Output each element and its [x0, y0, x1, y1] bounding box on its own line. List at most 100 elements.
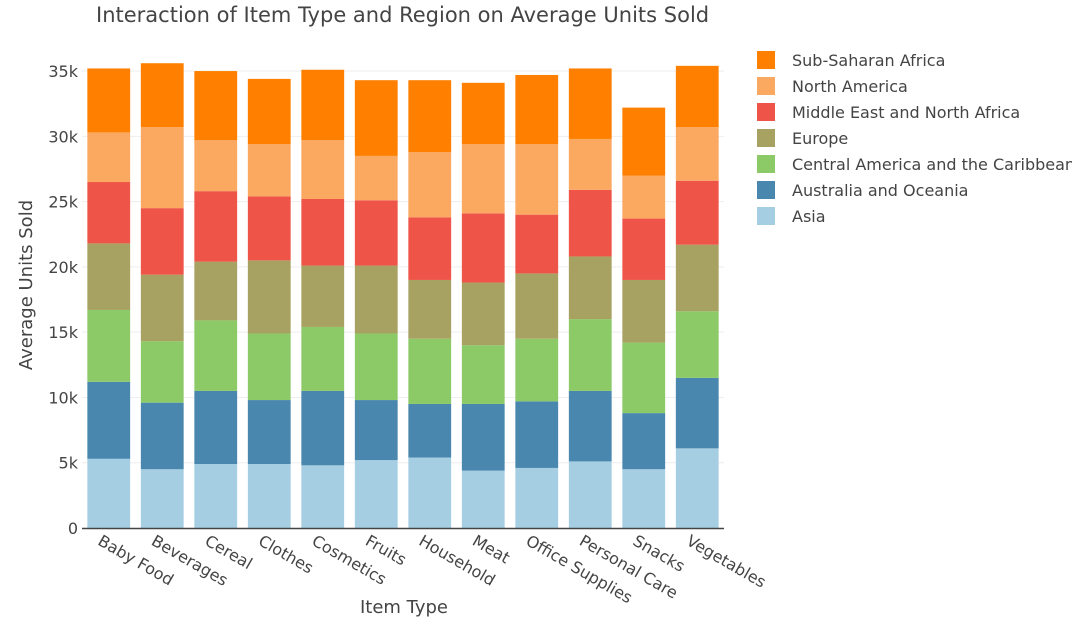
y-axis-ticks: 0 5k 10k 15k 20k 25k 30k 35k — [48, 62, 78, 538]
bar-segment — [675, 448, 719, 528]
legend-label: Middle East and North Africa — [792, 103, 1020, 122]
bar-segment — [515, 338, 559, 402]
bar-segment — [461, 403, 505, 471]
bar-segment — [675, 377, 719, 449]
bar-segment — [568, 390, 612, 462]
bar-segment — [408, 279, 452, 339]
bar-segment — [675, 180, 719, 245]
bar-segment — [140, 63, 184, 128]
bar-segment — [622, 107, 666, 176]
bar-segment — [515, 401, 559, 468]
bar-segment — [247, 464, 291, 528]
legend-label: Australia and Oceania — [792, 181, 968, 200]
bar-segment — [568, 189, 612, 257]
bar-segment — [87, 309, 131, 382]
legend-swatch — [757, 77, 775, 95]
bar-segment — [408, 217, 452, 280]
bar-segment — [87, 243, 131, 310]
bar-segment — [140, 341, 184, 403]
bar-segment — [408, 152, 452, 218]
bar-segment — [140, 127, 184, 209]
bar-segment — [622, 342, 666, 414]
bar-segment — [515, 214, 559, 274]
bar-segment — [140, 402, 184, 470]
legend-swatch — [757, 129, 775, 147]
bar-segment — [568, 138, 612, 190]
gridlines — [82, 70, 724, 464]
legend-swatch — [757, 207, 775, 225]
bar-segment — [87, 68, 131, 133]
bar-segment — [140, 208, 184, 275]
bar-segment — [301, 199, 345, 266]
bar-segment — [515, 74, 559, 145]
y-tick-label: 5k — [59, 454, 79, 473]
bar-segment — [515, 467, 559, 528]
legend: Sub-Saharan Africa North America Middle Ea… — [757, 51, 1072, 226]
bar-segment — [301, 390, 345, 466]
bar-segment — [354, 400, 398, 461]
bar-segment — [622, 218, 666, 280]
bar-segment — [301, 69, 345, 141]
legend-swatch — [757, 103, 775, 121]
bar-segment — [568, 256, 612, 320]
y-tick-label: 0 — [68, 519, 78, 538]
bar-segment — [247, 78, 291, 145]
legend-swatch — [757, 181, 775, 199]
legend-swatch — [757, 51, 775, 69]
bar-segment — [87, 132, 131, 183]
bar-segment — [247, 260, 291, 334]
bar-segment — [87, 458, 131, 528]
bar-segment — [354, 200, 398, 266]
bar-segment — [675, 311, 719, 378]
bar-segment — [87, 182, 131, 244]
bar-segment — [194, 71, 238, 141]
bar-segment — [622, 279, 666, 343]
bar-segment — [247, 333, 291, 401]
bar-segment — [408, 338, 452, 404]
bar-segment — [354, 155, 398, 201]
bar-segment — [568, 461, 612, 528]
bar-segment — [622, 413, 666, 470]
bar-segment — [408, 457, 452, 528]
legend-swatch — [757, 155, 775, 173]
bar-segment — [515, 144, 559, 215]
bar-segment — [568, 319, 612, 391]
bar-segment — [461, 282, 505, 346]
bar-segment — [568, 68, 612, 139]
bar-segment — [301, 265, 345, 327]
y-tick-label: 10k — [48, 388, 78, 407]
y-tick-label: 25k — [48, 193, 78, 212]
bar-segment — [515, 273, 559, 339]
legend-label: Asia — [792, 207, 826, 226]
bar-segment — [675, 244, 719, 312]
bar-segment — [354, 265, 398, 334]
y-tick-label: 20k — [48, 258, 78, 277]
bar-segment — [408, 403, 452, 458]
bar-segment — [354, 333, 398, 401]
legend-label: Central America and the Caribbean — [792, 155, 1072, 174]
bar-segment — [247, 144, 291, 197]
bar-segment — [247, 400, 291, 465]
chart-title: Interaction of Item Type and Region on A… — [96, 3, 709, 27]
bar-segment — [140, 274, 184, 342]
bar-segment — [461, 470, 505, 528]
bar-segment — [675, 65, 719, 128]
bar-segment — [408, 80, 452, 152]
y-axis-title: Average Units Sold — [16, 200, 37, 370]
bar-segment — [354, 460, 398, 528]
bar-segment — [247, 196, 291, 261]
legend-label: North America — [792, 77, 908, 96]
bar-segment — [194, 261, 238, 321]
y-tick-label: 15k — [48, 323, 78, 342]
bar-segment — [354, 80, 398, 156]
bar-segment — [461, 82, 505, 145]
bar-segment — [461, 213, 505, 283]
bar-segment — [461, 345, 505, 404]
bar-segment — [87, 381, 131, 459]
bar-segment — [194, 140, 238, 192]
bar-segment — [622, 175, 666, 219]
y-tick-label: 30k — [48, 127, 78, 146]
y-tick-label: 35k — [48, 62, 78, 81]
bar-segment — [301, 140, 345, 199]
